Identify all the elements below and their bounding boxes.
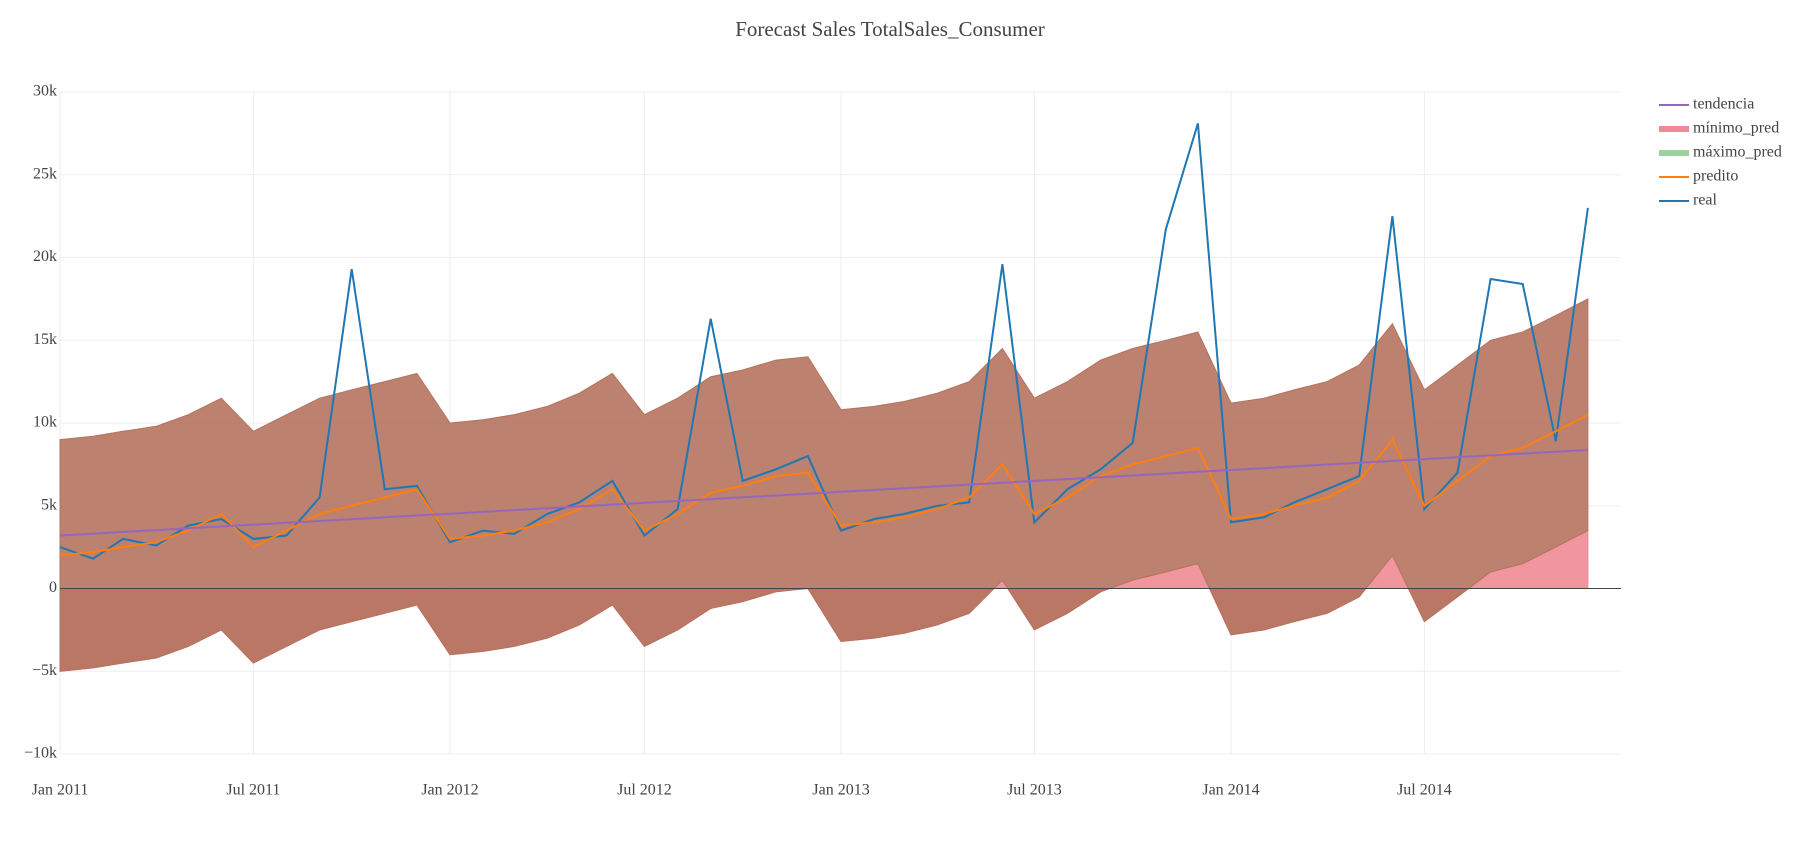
x-tick-label: Jul 2013	[1007, 782, 1062, 799]
legend-label: mínimo_pred	[1693, 120, 1779, 137]
series-line	[59, 449, 1588, 537]
chart-title: Forecast Sales TotalSales_Consumer	[735, 17, 1045, 41]
x-tick-label: Jan 2014	[1202, 782, 1259, 799]
y-tick-label: 15k	[33, 331, 57, 348]
x-tick-label: Jul 2012	[617, 782, 672, 799]
y-tick-label: 10k	[33, 414, 57, 431]
x-tick-label: Jul 2014	[1397, 782, 1452, 799]
x-tick-label: Jan 2011	[32, 782, 89, 799]
y-tick-label: 25k	[33, 165, 57, 182]
legend-label: máximo_pred	[1693, 144, 1782, 161]
y-tick-label: 20k	[33, 248, 57, 265]
y-tick-label: 0	[49, 579, 57, 596]
x-tick-label: Jul 2011	[226, 782, 280, 799]
y-tick-label: 30k	[33, 83, 57, 100]
y-tick-label: 5k	[41, 496, 57, 513]
legend-label: tendencia	[1693, 96, 1754, 113]
series-line	[59, 413, 1589, 557]
y-tick-label: −5k	[32, 662, 57, 679]
x-tick-label: Jan 2012	[421, 782, 478, 799]
legend-label: predito	[1693, 168, 1738, 185]
legend-label: real	[1693, 192, 1718, 209]
max-area	[59, 298, 1589, 672]
x-tick-label: Jan 2013	[812, 782, 869, 799]
y-tick-label: −10k	[24, 745, 57, 762]
